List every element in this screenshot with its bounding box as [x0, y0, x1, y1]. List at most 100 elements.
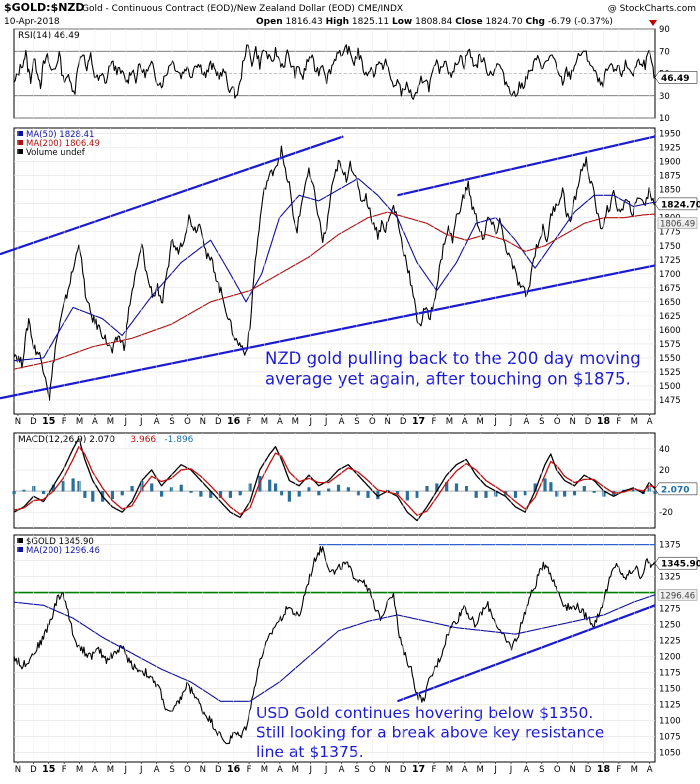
macd-histogram-bar: [435, 483, 439, 492]
annotation-line: line at $1375.: [256, 743, 364, 761]
x-tick-label: N: [200, 417, 206, 427]
x-tick-label: M: [107, 417, 114, 427]
x-tick-label: A: [647, 417, 653, 427]
macd-histogram-bar: [602, 491, 606, 497]
y-tick-label: 1100: [659, 716, 681, 726]
y-tick-label: 1625: [659, 312, 681, 322]
open-value: 1816.43: [285, 17, 322, 27]
x-tick-label: D: [400, 417, 407, 427]
x-tick-label: D: [30, 765, 37, 775]
y-tick-label: 1250: [659, 621, 681, 631]
macd-histogram-bar: [22, 489, 26, 492]
trend-line: [0, 264, 656, 400]
y-tick-label: 1475: [659, 396, 681, 406]
legend-entry: MA(200) 1296.46: [26, 546, 100, 556]
x-tick-label: A: [92, 765, 98, 775]
annotation-line: NZD gold pulling back to the 200 day mov…: [265, 349, 641, 368]
series-line: [13, 177, 656, 362]
x-tick-label: J: [308, 417, 312, 427]
x-tick-label: F: [616, 417, 621, 427]
x-tick-label: O: [184, 417, 191, 427]
x-tick-label: J: [493, 765, 497, 775]
macd-histogram-bar: [376, 491, 380, 500]
x-tick-label: M: [446, 765, 453, 775]
x-tick-label: F: [247, 765, 252, 775]
x-tick-label: A: [462, 765, 468, 775]
x-tick-label: 18: [597, 764, 611, 775]
macd-histogram-bar: [274, 483, 278, 492]
macd-histogram-bar: [238, 491, 242, 496]
x-tick-label: J: [124, 765, 128, 775]
x-tick-label: N: [200, 765, 206, 775]
macd-histogram-bar: [189, 491, 193, 493]
x-tick-label: 17: [412, 416, 425, 427]
x-tick-label: M: [76, 417, 83, 427]
y-tick-label: 90: [659, 25, 670, 35]
macd-histogram-bar: [297, 491, 301, 497]
ma-last-value: 1296.46: [660, 591, 695, 601]
x-tick-label: D: [400, 765, 407, 775]
macd-histogram-bar: [543, 478, 547, 492]
x-tick-label: N: [15, 417, 21, 427]
macd-histogram-bar: [287, 491, 291, 502]
macd-histogram-bar: [41, 491, 46, 495]
high-label: High: [326, 17, 349, 27]
macd-histogram-bar: [563, 491, 567, 497]
chart-symbol: $GOLD:$NZD: [4, 1, 85, 14]
legend-swatch: [17, 131, 23, 136]
ma-last-value: 1806.49: [660, 220, 695, 230]
macd-histogram-bar: [653, 491, 657, 495]
x-tick-label: A: [339, 765, 345, 775]
macd-histogram-bar: [83, 491, 87, 498]
y-tick-label: 1175: [659, 668, 681, 678]
x-tick-label: M: [261, 765, 268, 775]
x-tick-label: M: [446, 417, 453, 427]
macd-histogram-bar: [474, 491, 478, 498]
x-tick-label: J: [324, 765, 328, 775]
chg-label: Chg: [526, 17, 545, 27]
macd-histogram-bar: [533, 483, 537, 492]
y-tick-label: 1075: [659, 732, 681, 742]
legend-swatch: [17, 547, 23, 552]
x-tick-label: S: [354, 765, 359, 775]
x-tick-label: A: [647, 765, 653, 775]
macd-histogram-bar: [228, 491, 232, 498]
x-tick-label: S: [169, 417, 174, 427]
macd-histogram-bar: [327, 488, 331, 492]
macd-histogram-bar: [51, 484, 56, 492]
x-tick-label: D: [585, 765, 592, 775]
x-tick-label: S: [539, 417, 544, 427]
macd-histogram-bar: [572, 491, 577, 496]
macd-histogram-bar: [91, 491, 95, 502]
watermark: @ StockCharts.com: [608, 4, 696, 14]
open-label: Open: [256, 17, 283, 27]
x-tick-label: 15: [42, 764, 55, 775]
high-value: 1825.11: [352, 17, 389, 27]
annotation-line: average yet again, after touching on $18…: [265, 370, 631, 389]
macd-last-value-box: [654, 482, 698, 496]
macd-histogram-bar: [120, 491, 124, 496]
y-tick-label: 1725: [659, 256, 681, 266]
x-tick-label: N: [385, 417, 391, 427]
macd-histogram-bar: [395, 491, 400, 495]
macd-histogram-bar: [268, 479, 272, 492]
legend-swatch: [17, 538, 23, 543]
x-tick-label: A: [277, 765, 283, 775]
legend-entry: MA(200) 1806.49: [26, 139, 100, 149]
x-tick-label: S: [354, 417, 359, 427]
x-tick-label: O: [369, 765, 376, 775]
x-tick-label: J: [324, 417, 328, 427]
x-tick-label: D: [585, 417, 592, 427]
series-line: [13, 211, 656, 370]
chart-description: Gold - Continuous Contract (EOD)/New Zea…: [82, 4, 403, 14]
macd-histogram-bar: [130, 485, 134, 492]
macd-histogram-bar: [484, 491, 488, 498]
price-last-value: 1345.90: [661, 560, 700, 570]
y-tick-label: 1900: [659, 158, 681, 168]
macd-histogram-bar: [454, 483, 459, 492]
macd-histogram-bar: [631, 489, 636, 492]
y-tick-label: 1650: [659, 298, 681, 308]
x-tick-label: D: [215, 765, 222, 775]
legend-entry: $GOLD 1345.90: [26, 537, 94, 547]
